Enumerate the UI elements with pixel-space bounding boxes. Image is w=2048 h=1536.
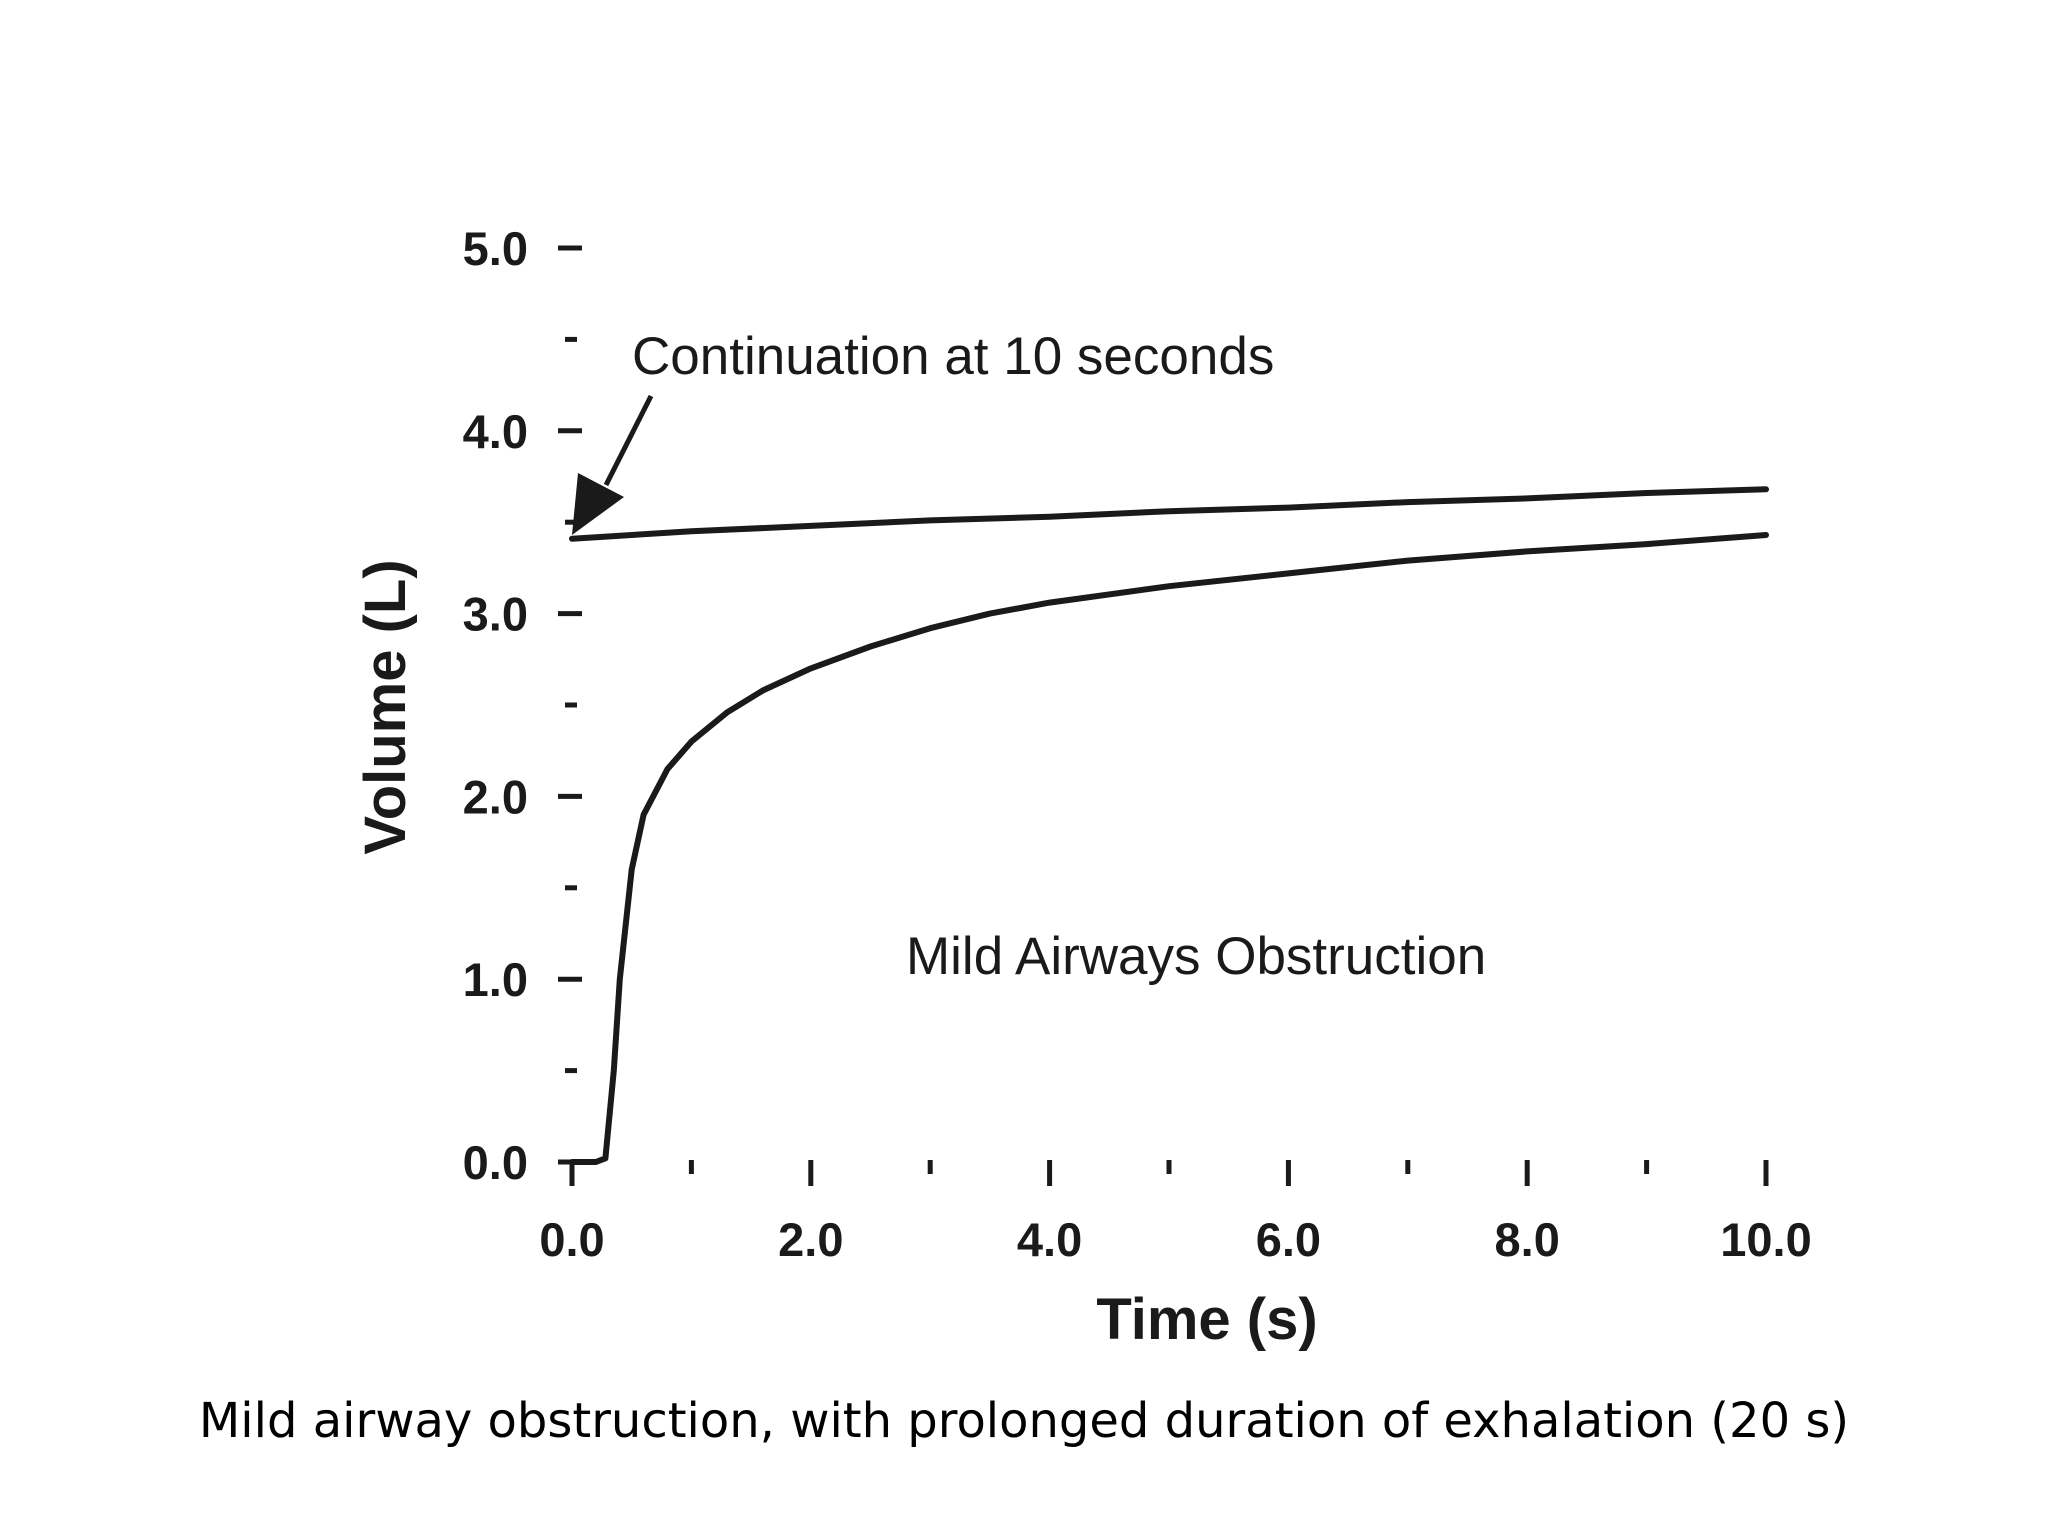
continuation-arrow-head [572,472,624,535]
continuation-arrow-shaft [603,394,654,487]
y-tick-label: 3.0 [463,588,528,641]
continuation-curve-line [569,486,1769,542]
obstruction-annotation: Mild Airways Obstruction [906,927,1486,986]
x-tick-label: 4.0 [1017,1213,1082,1266]
y-tick-label: 4.0 [463,405,528,458]
series-layer [569,486,1769,1165]
x-tick-label: 8.0 [1495,1213,1560,1266]
y-tick-label: 1.0 [463,953,528,1006]
y-tick-label: 2.0 [463,770,528,823]
figure-caption: Mild airway obstruction, with prolonged … [198,1393,1850,1449]
x-axis-title: Time (s) [1096,1287,1317,1352]
annotation-layer: Continuation at 10 seconds Mild Airways … [572,327,1486,986]
continuation-annotation: Continuation at 10 seconds [632,327,1274,386]
x-tick-label: 0.0 [539,1213,604,1266]
y-tick-label: 5.0 [463,222,528,275]
volume-curve-line [569,532,1769,1165]
x-axis: 0.0 2.0 4.0 6.0 8.0 10.0 [539,1160,1812,1266]
y-axis-title: Volume (L) [353,559,418,854]
y-tick-label: 0.0 [463,1136,528,1189]
y-axis: 0.0 1.0 2.0 3.0 4.0 5.0 [463,222,582,1189]
x-tick-label: 6.0 [1256,1213,1321,1266]
x-tick-label: 10.0 [1720,1213,1811,1266]
x-tick-label: 2.0 [778,1213,843,1266]
